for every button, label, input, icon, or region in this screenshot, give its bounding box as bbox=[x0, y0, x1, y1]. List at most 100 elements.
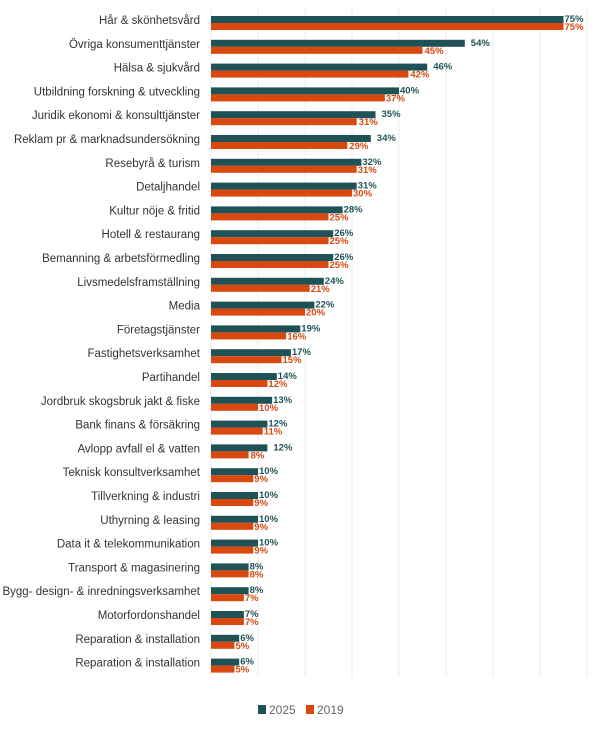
data-label-2025: 34% bbox=[377, 133, 397, 144]
data-label-2019: 15% bbox=[283, 355, 303, 366]
bar-2019 bbox=[211, 308, 305, 316]
bar-2019 bbox=[211, 451, 249, 459]
data-label-2025: 31% bbox=[358, 181, 378, 192]
bar-2025 bbox=[211, 587, 249, 595]
data-label-2019: 75% bbox=[565, 22, 585, 33]
category-label: Uthyrning & leasing bbox=[100, 515, 200, 527]
bar-2019 bbox=[211, 522, 254, 530]
category-label: Hälsa & sjukvård bbox=[114, 63, 200, 75]
legend-swatch-2019 bbox=[306, 705, 314, 714]
data-label-2019: 30% bbox=[353, 189, 373, 200]
bar-2019 bbox=[211, 284, 310, 292]
data-label-2025: 10% bbox=[259, 514, 279, 525]
data-label-2019: 42% bbox=[410, 70, 430, 81]
data-label-2019: 29% bbox=[349, 141, 369, 152]
data-label-2019: 45% bbox=[425, 46, 445, 57]
category-label: Teknisk konsultverksamhet bbox=[63, 467, 201, 479]
data-label-2025: 32% bbox=[362, 157, 382, 168]
bar-2019 bbox=[211, 356, 282, 364]
bar-2019 bbox=[211, 261, 329, 268]
bar-2025 bbox=[211, 325, 301, 333]
category-label: Motorfordonshandel bbox=[98, 610, 200, 622]
data-label-2019: 31% bbox=[358, 165, 378, 176]
category-label: Företagstjänster bbox=[117, 324, 200, 336]
data-label-2019: 25% bbox=[330, 260, 350, 271]
data-label-2019: 20% bbox=[306, 308, 326, 319]
bar-2019 bbox=[211, 641, 235, 649]
category-label: Reklam pr & marknadsundersökning bbox=[14, 134, 200, 146]
category-label: Övriga konsumenttjänster bbox=[69, 39, 200, 51]
bar-2019 bbox=[211, 427, 263, 435]
bar-2019 bbox=[211, 23, 564, 30]
category-label: Juridik ekonomi & konsulttjänster bbox=[32, 110, 200, 122]
bar-2019 bbox=[211, 142, 348, 149]
bar-2025 bbox=[211, 277, 324, 285]
bar-2025 bbox=[211, 230, 334, 238]
bar-2019 bbox=[211, 499, 254, 506]
data-label-2019: 31% bbox=[359, 117, 379, 128]
category-label: Media bbox=[169, 301, 201, 313]
bar-2019 bbox=[211, 594, 244, 602]
category-label: Bygg- design- & inredningsverksamhet bbox=[2, 586, 200, 598]
data-label-2019: 5% bbox=[236, 641, 250, 652]
bar-2025 bbox=[211, 63, 428, 71]
bar-2025 bbox=[211, 182, 357, 190]
bar-2025 bbox=[211, 539, 258, 547]
data-label-2025: 10% bbox=[259, 538, 279, 549]
data-label-2025: 12% bbox=[273, 442, 293, 453]
bar-2025 bbox=[211, 515, 258, 523]
bar-2019 bbox=[211, 380, 268, 387]
data-label-2025: 26% bbox=[334, 228, 354, 239]
bar-2019 bbox=[211, 475, 254, 483]
data-label-2025: 54% bbox=[471, 38, 491, 49]
data-label-2025: 22% bbox=[315, 300, 335, 311]
data-label-2019: 9% bbox=[254, 498, 268, 509]
bar-2019 bbox=[211, 46, 423, 54]
bar-2019 bbox=[211, 332, 287, 340]
bar-2025 bbox=[211, 468, 258, 476]
category-label: Jordbruk skogsbruk jakt & fiske bbox=[41, 396, 200, 408]
category-label: Reparation & installation bbox=[75, 634, 200, 646]
category-label: Fastighetsverksamhet bbox=[88, 348, 201, 360]
data-label-2019: 12% bbox=[268, 379, 288, 390]
bar-2025 bbox=[211, 158, 362, 166]
bar-2019 bbox=[211, 70, 409, 78]
bar-2019 bbox=[211, 237, 329, 245]
category-label: Livsmedelsframställning bbox=[77, 277, 200, 289]
category-label: Reparation & installation bbox=[75, 658, 200, 670]
bar-2025 bbox=[211, 373, 277, 380]
bar-2025 bbox=[211, 563, 249, 571]
bar-2025 bbox=[211, 611, 244, 618]
data-label-2019: 7% bbox=[245, 617, 259, 628]
legend-label-2025: 2025 bbox=[269, 703, 296, 717]
data-label-2019: 8% bbox=[251, 450, 265, 461]
data-label-2019: 8% bbox=[250, 569, 264, 580]
bar-2019 bbox=[211, 546, 254, 554]
data-label-2019: 16% bbox=[287, 331, 307, 342]
category-label: Utbildning forskning & utveckling bbox=[34, 86, 200, 98]
bar-2025 bbox=[211, 16, 564, 23]
bar-2025 bbox=[211, 206, 343, 214]
category-label: Transport & magasinering bbox=[68, 562, 200, 574]
bar-2025 bbox=[211, 111, 376, 119]
bar-2019 bbox=[211, 165, 357, 173]
bar-2025 bbox=[211, 87, 399, 95]
data-label-2019: 7% bbox=[245, 593, 259, 604]
category-label: Detaljhandel bbox=[136, 182, 200, 194]
legend-swatch-2025 bbox=[258, 705, 266, 714]
bar-2019 bbox=[211, 618, 244, 625]
category-label: Partihandel bbox=[142, 372, 200, 384]
data-label-2025: 8% bbox=[250, 561, 264, 572]
bar-2019 bbox=[211, 403, 258, 411]
data-label-2025: 46% bbox=[433, 62, 453, 73]
data-label-2025: 13% bbox=[273, 395, 293, 406]
bar-2019 bbox=[211, 665, 235, 673]
data-label-2025: 10% bbox=[259, 466, 279, 477]
bar-2025 bbox=[211, 135, 371, 142]
data-label-2025: 6% bbox=[240, 633, 254, 644]
data-label-2019: 5% bbox=[236, 665, 250, 676]
bar-2019 bbox=[211, 213, 329, 221]
data-label-2025: 19% bbox=[301, 323, 321, 334]
category-label: Tillverkning & industri bbox=[91, 491, 200, 503]
